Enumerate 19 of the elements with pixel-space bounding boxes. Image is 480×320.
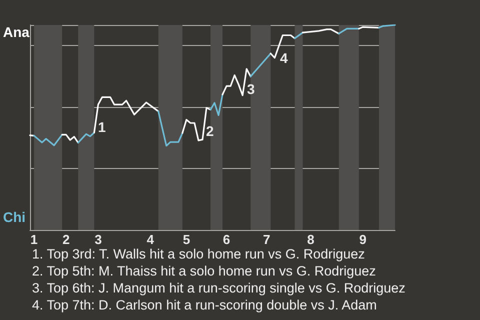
annotation: 4 [280, 50, 288, 66]
x-tick-label: 8 [307, 232, 314, 247]
x-tick-label: 7 [263, 232, 270, 247]
text: 2. Top 5th: M. Thaiss hit a solo home run vs G. Rodriguez [32, 264, 376, 278]
text: 1. Top 3rd: T. Walls hit a solo home run vs G. Rodriguez [32, 246, 366, 262]
x-tick-label: 9 [359, 232, 367, 247]
x-tick-label: 1 [30, 232, 38, 247]
text: Chi [3, 209, 26, 225]
text: 4. Top 7th: D. Carlson hit a run-scoring double vs J. Adam [32, 298, 377, 312]
x-tick-label: 5 [182, 232, 190, 247]
x-tick-label: 3 [94, 232, 102, 247]
annotation: 1 [98, 119, 106, 135]
annotation: 3 [247, 81, 255, 97]
annotation: 2 [206, 123, 214, 139]
x-tick-label: 2 [62, 232, 70, 247]
text: Ana [3, 24, 30, 40]
x-tick-label: 6 [222, 232, 230, 247]
text: 3. Top 6th: J. Mangum hit a run-scoring single vs G. Rodriguez [32, 280, 406, 296]
x-tick-label: 4 [146, 232, 155, 247]
